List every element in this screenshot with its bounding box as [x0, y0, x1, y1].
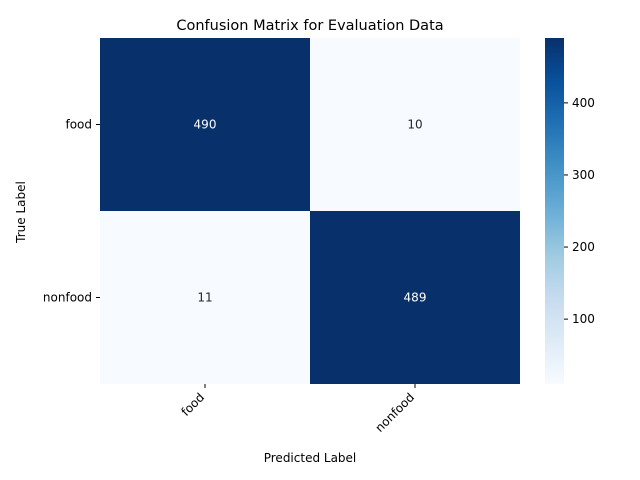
colorbar-tick-label: 100 — [572, 312, 595, 326]
cell-value-label: 11 — [197, 291, 212, 305]
heatmap-cell — [100, 38, 310, 211]
cell-value-label: 10 — [407, 118, 422, 132]
cell-value-labels: 490 10 11 489 — [194, 118, 427, 305]
x-axis: food nonfood — [178, 384, 417, 435]
x-tick-label: food — [178, 390, 207, 419]
y-axis: food nonfood — [43, 118, 100, 305]
x-tick-label: nonfood — [373, 390, 418, 435]
colorbar-tick-label: 200 — [572, 240, 595, 254]
colorbar — [545, 38, 564, 384]
heatmap-cell — [100, 211, 310, 384]
colorbar-tick-label: 300 — [572, 168, 595, 182]
cell-value-label: 490 — [194, 118, 217, 132]
heatmap-cell — [310, 38, 520, 211]
colorbar-ticks: 100 200 300 400 — [564, 96, 595, 326]
heatmap-cells — [100, 38, 520, 384]
colorbar-tick-label: 400 — [572, 96, 595, 110]
chart-title: Confusion Matrix for Evaluation Data — [176, 18, 443, 34]
y-tick-label: nonfood — [43, 291, 92, 305]
y-tick-label: food — [65, 118, 92, 132]
cell-value-label: 489 — [404, 291, 427, 305]
y-axis-label: True Label — [14, 181, 28, 244]
x-axis-label: Predicted Label — [264, 451, 357, 465]
heatmap-cell — [310, 211, 520, 384]
